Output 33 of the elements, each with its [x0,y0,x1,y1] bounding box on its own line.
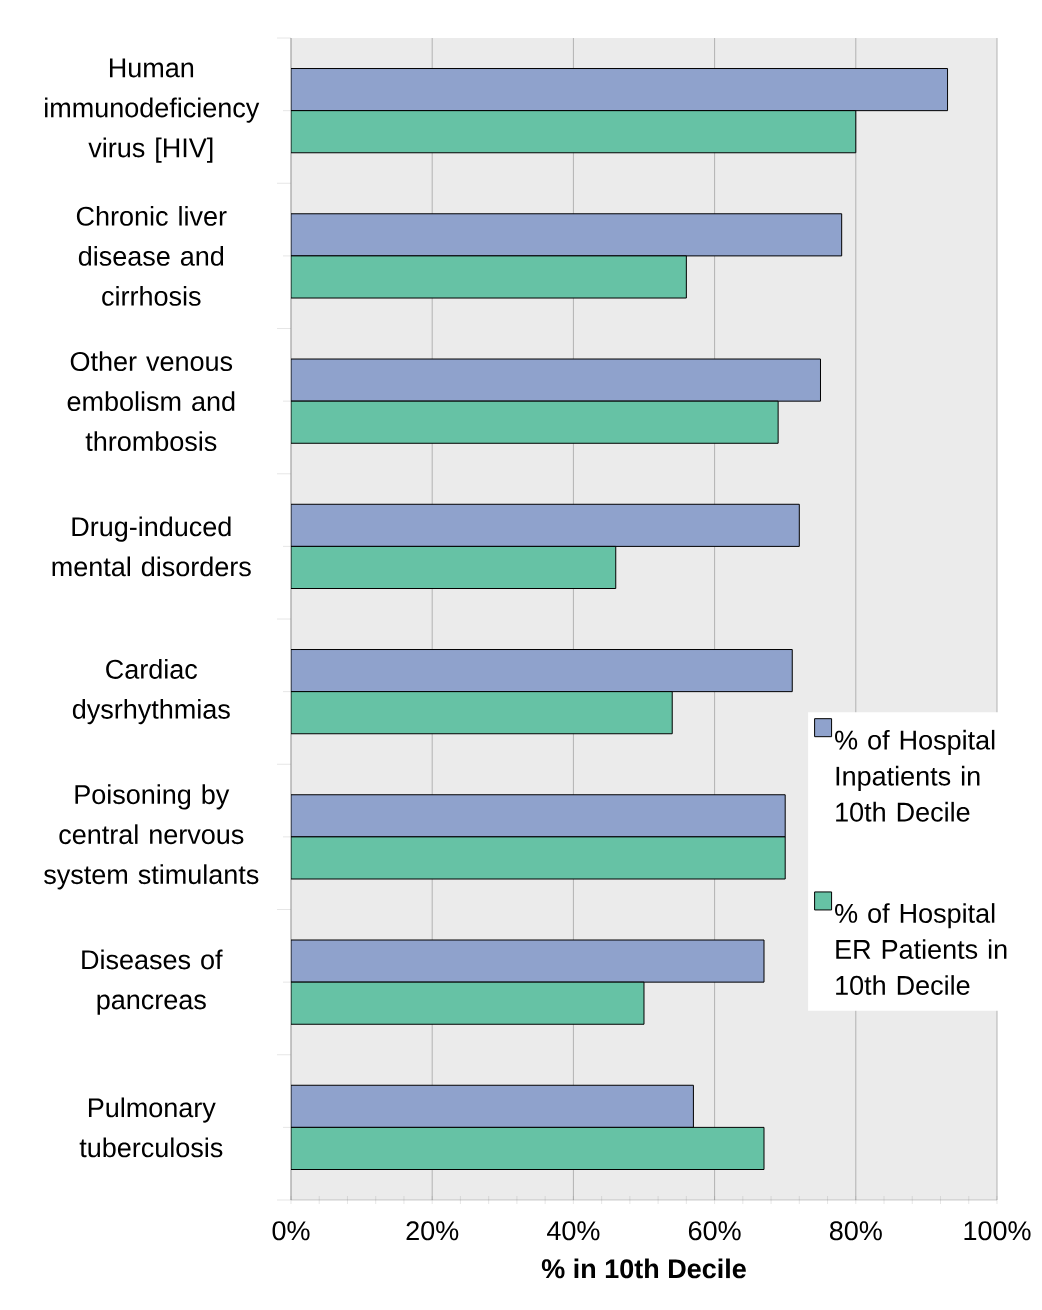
bar [291,1126,765,1171]
x-tick-label: 20% [406,1221,459,1241]
bar [291,545,617,590]
x-tick-label: 40% [547,1221,600,1241]
y-tick-label: Chronic liver disease and cirrhosis [76,205,227,306]
y-tick-label: Pulmonary tuberculosis [79,1097,223,1158]
x-tick-label: 100% [964,1221,1031,1241]
bar [291,255,687,299]
bar [291,691,673,735]
legend-label: % of Hospital Inpatients in 10th Decile [835,729,995,822]
y-tick-label: Human immunodeficiency virus [HIV] [45,58,260,163]
bar [291,110,857,154]
bar [291,649,793,693]
bar [291,981,645,1025]
legend-label: % of Hospital ER Patients in 10th Decile [835,903,1007,995]
x-tick-label: 80% [829,1221,882,1241]
bar [291,939,765,983]
y-tick-label: Cardiac dysrhythmias [72,659,230,725]
x-axis-title: % in 10th Decile [541,1258,746,1279]
y-tick-label: Other venous embolism and thrombosis [67,351,235,452]
bar [291,503,800,547]
bar [291,794,786,838]
bar [291,1084,694,1128]
y-tick-label: Drug-induced mental disorders [52,516,251,577]
y-tick-label: Poisoning by central nervous system stimulants [44,784,259,890]
bar [291,358,821,402]
bar [291,400,779,444]
x-tick-label: 60% [688,1221,741,1241]
bar [291,836,786,880]
bar [291,68,949,112]
bar [291,213,843,257]
y-tick-label: Diseases of pancreas [82,949,223,1015]
x-tick-label: 0% [272,1221,310,1241]
